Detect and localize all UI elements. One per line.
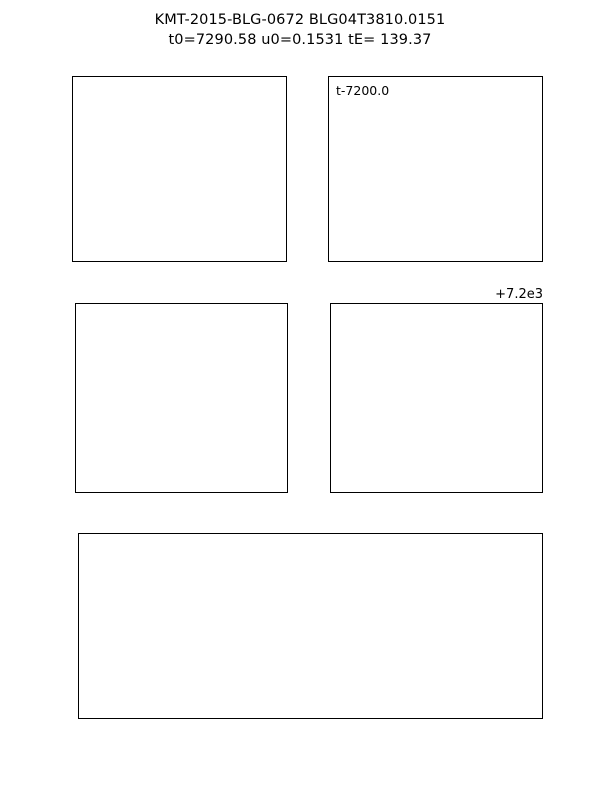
panel-season-zoom-canvas [75,303,288,493]
panel-season-zoom-plotarea [75,303,288,493]
panel-peak-zoom-canvas [328,76,543,262]
figure-title: KMT-2015-BLG-0672 BLG04T3810.0151 t0=729… [0,10,600,50]
panel-main-lightcurve[interactable] [78,533,543,719]
panel-tail-empty-canvas [330,303,543,493]
panel-full-lightcurve-plotarea [72,76,287,262]
panel-season-zoom[interactable] [75,303,288,493]
panel-peak-zoom[interactable]: t-7200.0 [328,76,543,262]
panel-main-lightcurve-canvas [78,533,543,719]
panel-main-lightcurve-plotarea [78,533,543,719]
panel-peak-zoom-annotation: t-7200.0 [336,83,390,98]
x-axis-offset-label: +7.2e3 [495,287,543,302]
panel-tail-empty[interactable]: +7.2e3 [330,287,543,493]
panel-peak-zoom-plotarea [328,76,543,262]
panel-full-lightcurve-canvas [72,76,287,262]
figure-title-line-2: t0=7290.58 u0=0.1531 tE= 139.37 [168,32,432,48]
figure-title-line-1: KMT-2015-BLG-0672 BLG04T3810.0151 [154,12,446,28]
panel-full-lightcurve[interactable] [72,76,287,262]
panel-tail-empty-plotarea [330,303,543,493]
